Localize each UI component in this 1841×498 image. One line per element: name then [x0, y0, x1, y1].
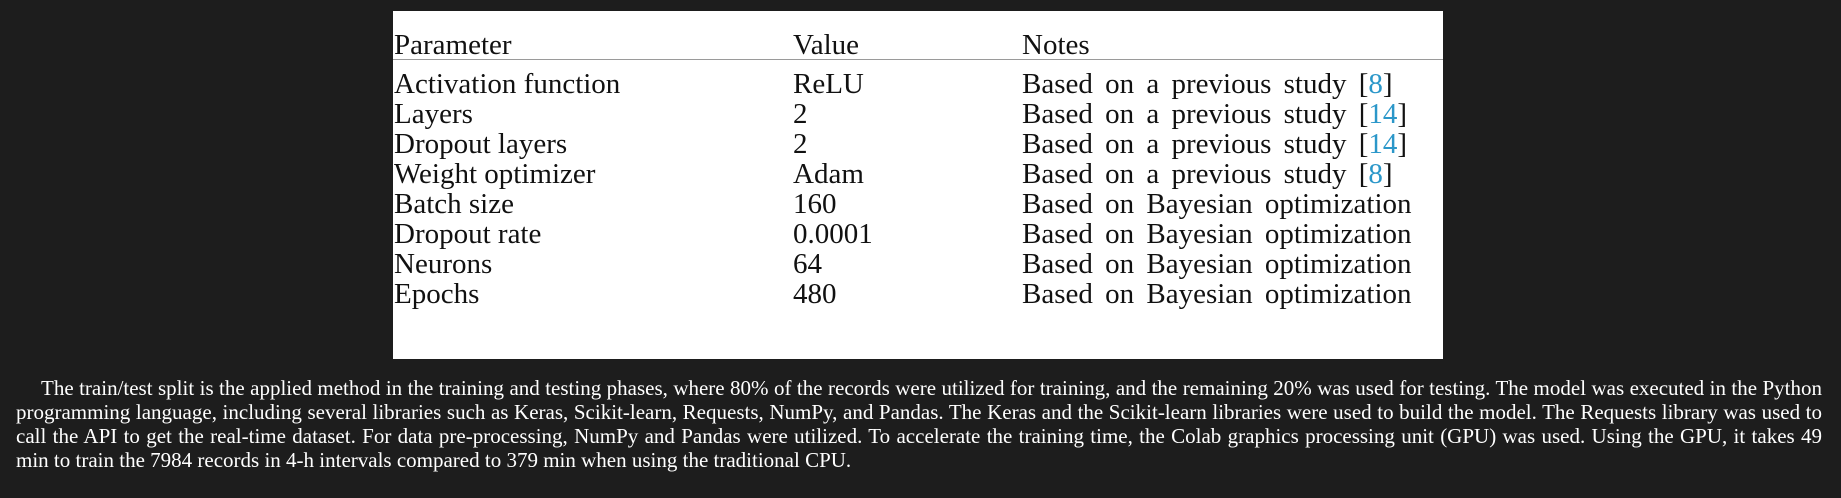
table-header-row: Parameter Value Notes: [393, 28, 1443, 63]
note-text: Based on a previous study [: [1022, 98, 1369, 130]
cell-parameter: Layers: [394, 98, 473, 130]
note-close: ]: [1397, 98, 1408, 130]
cell-parameter: Neurons: [394, 248, 493, 280]
cell-notes: Based on Bayesian optimization: [1022, 218, 1412, 250]
cell-parameter: Activation function: [394, 68, 621, 100]
cell-notes: Based on a previous study [14]: [1022, 127, 1407, 162]
note-close: ]: [1382, 158, 1393, 190]
note-close: ]: [1397, 128, 1408, 160]
cell-parameter: Weight optimizer: [394, 158, 596, 190]
body-paragraph: The train/test split is the applied meth…: [16, 376, 1822, 472]
note-text: Based on a previous study [: [1022, 158, 1369, 190]
cell-value: 2: [793, 128, 808, 160]
cell-notes: Based on a previous study [14]: [1022, 97, 1407, 132]
header-parameter: Parameter: [394, 29, 512, 61]
header-value: Value: [793, 29, 860, 61]
cell-parameter: Dropout layers: [394, 128, 568, 160]
cell-value: ReLU: [793, 68, 864, 100]
cell-parameter: Batch size: [394, 188, 514, 220]
table-row: Weight optimizer Adam Based on a previou…: [393, 157, 1443, 192]
table-row: Batch size 160 Based on Bayesian optimiz…: [393, 187, 1443, 222]
cell-value: Adam: [793, 158, 864, 190]
citation-link[interactable]: 8: [1368, 68, 1383, 100]
cell-notes: Based on Bayesian optimization: [1022, 278, 1412, 310]
table-row: Layers 2 Based on a previous study [14]: [393, 97, 1443, 132]
header-rule: [393, 59, 1443, 60]
citation-link[interactable]: 8: [1368, 158, 1383, 190]
cell-value: 0.0001: [793, 218, 873, 250]
table-row: Dropout rate 0.0001 Based on Bayesian op…: [393, 217, 1443, 252]
table-row: Activation function ReLU Based on a prev…: [393, 67, 1443, 102]
note-close: ]: [1382, 68, 1393, 100]
table-row: Neurons 64 Based on Bayesian optimizatio…: [393, 247, 1443, 282]
cell-notes: Based on a previous study [8]: [1022, 157, 1393, 192]
cell-value: 2: [793, 98, 808, 130]
cell-value: 160: [793, 188, 837, 220]
table-row: Epochs 480 Based on Bayesian optimizatio…: [393, 277, 1443, 312]
citation-link[interactable]: 14: [1368, 128, 1398, 160]
citation-link[interactable]: 14: [1368, 98, 1398, 130]
cell-parameter: Epochs: [394, 278, 480, 310]
parameters-table: Parameter Value Notes Activation functio…: [393, 11, 1443, 359]
cell-notes: Based on Bayesian optimization: [1022, 188, 1412, 220]
cell-value: 64: [793, 248, 822, 280]
table-row: Dropout layers 2 Based on a previous stu…: [393, 127, 1443, 162]
cell-value: 480: [793, 278, 837, 310]
note-text: Based on a previous study [: [1022, 128, 1369, 160]
header-notes: Notes: [1022, 29, 1090, 61]
cell-notes: Based on a previous study [8]: [1022, 67, 1393, 102]
note-text: Based on a previous study [: [1022, 68, 1369, 100]
cell-notes: Based on Bayesian optimization: [1022, 248, 1412, 280]
cell-parameter: Dropout rate: [394, 218, 542, 250]
